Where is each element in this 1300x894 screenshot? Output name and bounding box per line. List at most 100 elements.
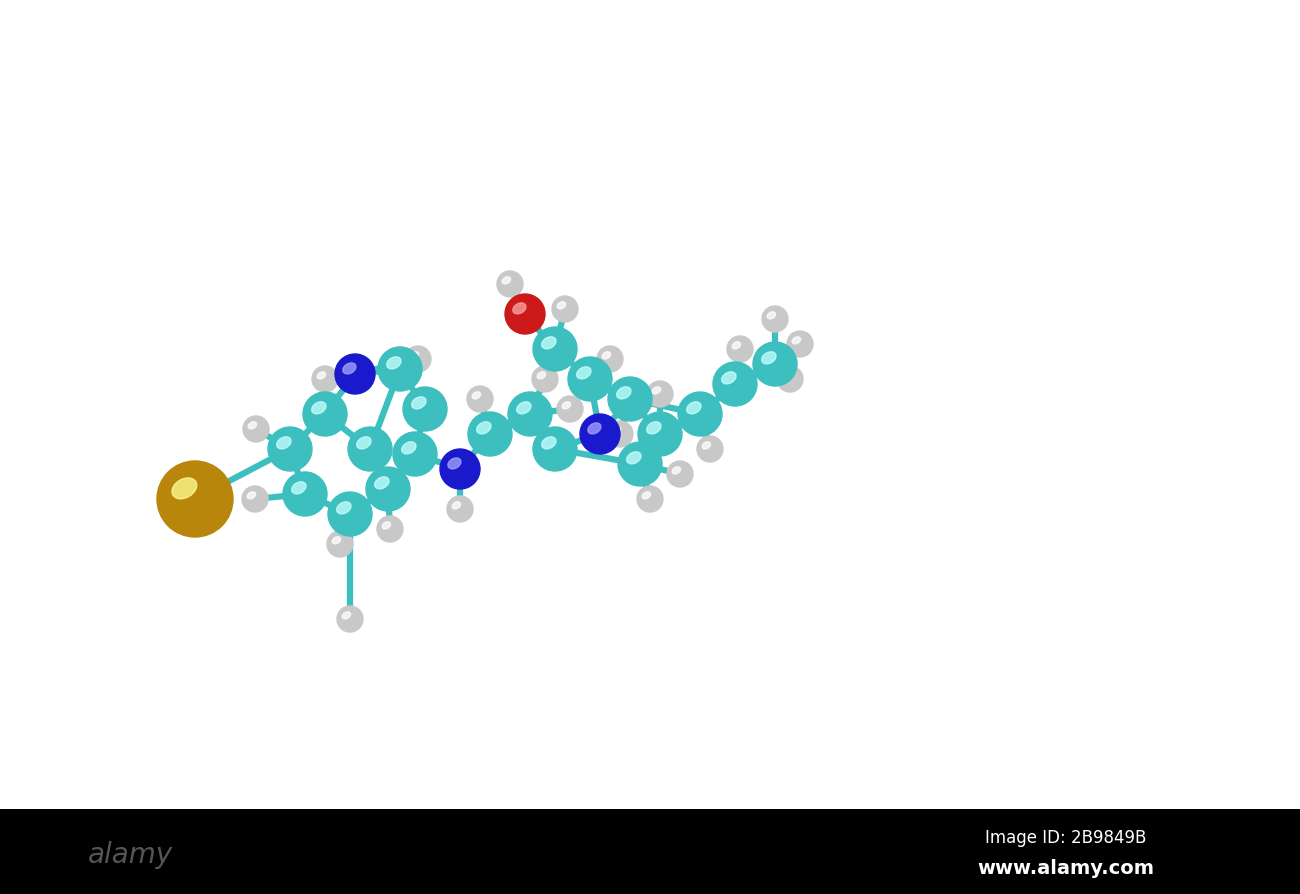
Circle shape (764, 308, 785, 331)
Circle shape (681, 396, 719, 433)
Circle shape (523, 407, 537, 422)
Circle shape (597, 431, 603, 438)
Circle shape (618, 443, 662, 486)
Circle shape (724, 374, 746, 395)
Circle shape (508, 283, 511, 286)
Circle shape (354, 373, 356, 376)
Circle shape (697, 411, 703, 418)
Circle shape (378, 518, 402, 541)
Circle shape (771, 316, 779, 324)
Circle shape (653, 427, 667, 442)
Circle shape (299, 489, 311, 500)
Circle shape (448, 458, 472, 481)
Circle shape (556, 397, 582, 423)
Circle shape (508, 283, 512, 287)
Circle shape (634, 459, 646, 470)
Circle shape (647, 382, 673, 408)
Circle shape (649, 383, 672, 407)
Circle shape (790, 335, 810, 354)
Circle shape (255, 428, 257, 431)
Circle shape (540, 375, 550, 385)
Circle shape (281, 441, 299, 459)
Circle shape (289, 448, 291, 451)
Circle shape (621, 391, 640, 409)
Circle shape (320, 409, 330, 420)
Circle shape (361, 441, 380, 459)
Circle shape (538, 433, 572, 466)
Circle shape (368, 469, 408, 510)
Circle shape (633, 457, 647, 472)
Circle shape (396, 366, 404, 374)
Circle shape (384, 523, 396, 536)
Circle shape (332, 536, 348, 553)
Circle shape (456, 506, 463, 512)
Circle shape (170, 474, 220, 525)
Circle shape (164, 468, 226, 531)
Circle shape (160, 465, 230, 535)
Circle shape (312, 367, 338, 392)
Circle shape (766, 310, 785, 329)
Circle shape (650, 384, 670, 404)
Circle shape (343, 612, 356, 626)
Circle shape (335, 355, 374, 394)
Circle shape (468, 388, 491, 411)
Circle shape (564, 308, 566, 311)
Circle shape (173, 477, 217, 521)
Circle shape (534, 330, 575, 370)
Circle shape (416, 358, 420, 362)
Circle shape (638, 412, 682, 457)
Circle shape (533, 367, 556, 392)
Circle shape (727, 337, 753, 363)
Circle shape (619, 389, 641, 410)
Circle shape (339, 544, 341, 545)
Circle shape (381, 482, 395, 497)
Circle shape (338, 607, 361, 631)
Circle shape (766, 311, 784, 328)
Circle shape (533, 327, 577, 372)
Circle shape (658, 433, 662, 436)
Circle shape (533, 427, 577, 471)
Circle shape (701, 441, 719, 458)
Circle shape (317, 372, 333, 387)
Circle shape (647, 422, 673, 447)
Circle shape (764, 354, 786, 375)
Circle shape (559, 303, 572, 316)
Ellipse shape (762, 352, 776, 365)
Circle shape (604, 354, 615, 365)
Circle shape (668, 462, 692, 486)
Circle shape (410, 351, 426, 368)
Ellipse shape (767, 312, 776, 319)
Circle shape (408, 393, 442, 426)
Circle shape (382, 484, 394, 495)
Circle shape (508, 392, 552, 436)
Circle shape (372, 473, 404, 506)
Circle shape (516, 307, 533, 323)
Circle shape (254, 498, 256, 501)
Circle shape (676, 470, 684, 479)
Circle shape (578, 368, 601, 391)
Circle shape (450, 499, 471, 520)
Circle shape (350, 429, 390, 469)
Circle shape (350, 369, 360, 380)
Circle shape (566, 405, 575, 414)
Circle shape (641, 491, 659, 508)
Circle shape (647, 496, 653, 502)
Ellipse shape (516, 402, 530, 415)
Circle shape (653, 387, 668, 402)
Circle shape (400, 440, 430, 469)
Circle shape (719, 368, 751, 401)
Circle shape (477, 396, 484, 403)
Circle shape (532, 367, 558, 392)
Circle shape (798, 342, 802, 347)
Circle shape (354, 433, 386, 466)
Circle shape (404, 390, 445, 430)
Circle shape (542, 436, 568, 462)
Ellipse shape (291, 482, 305, 494)
Circle shape (393, 362, 407, 377)
Circle shape (447, 456, 473, 483)
Circle shape (459, 468, 462, 471)
Circle shape (794, 339, 806, 350)
Circle shape (644, 418, 676, 451)
Ellipse shape (332, 537, 341, 544)
Circle shape (644, 493, 656, 506)
